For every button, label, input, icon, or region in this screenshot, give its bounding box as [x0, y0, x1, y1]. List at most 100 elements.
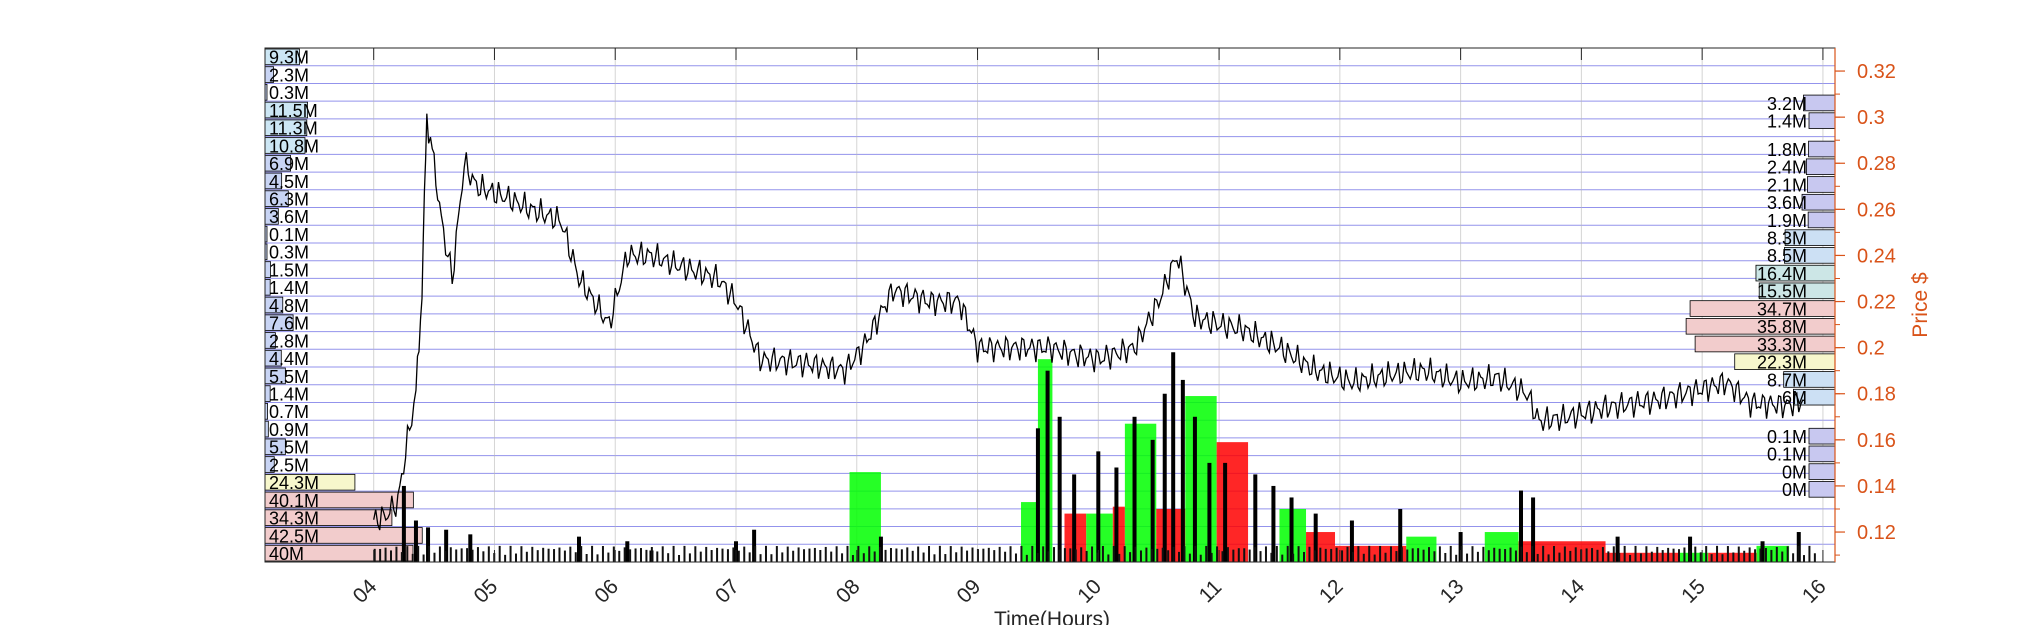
volume-tick [1129, 552, 1132, 562]
volume-tick [1156, 548, 1159, 562]
left-profile-label: 1.4M [269, 278, 309, 298]
left-profile-label: 4.8M [269, 296, 309, 316]
volume-tick [1607, 551, 1610, 562]
volume-tick [1531, 546, 1534, 562]
volume-tick [928, 546, 931, 562]
volume-tick [1183, 546, 1186, 562]
volume-tick [1123, 546, 1126, 562]
volume-spike [1271, 485, 1276, 562]
volume-tick [873, 551, 876, 562]
volume-spike [1531, 497, 1536, 562]
volume-tick [558, 547, 561, 562]
x-tick-label: 04 [349, 575, 382, 608]
volume-tick [1226, 547, 1229, 562]
volume-spike [1162, 393, 1167, 562]
volume-tick [1346, 546, 1349, 562]
volume-tick [1743, 550, 1746, 562]
volume-tick [460, 548, 463, 562]
volume-tick [639, 548, 642, 562]
volume-tick [379, 548, 382, 562]
volume-tick [1341, 550, 1344, 562]
volume-tick [1705, 546, 1708, 562]
volume-tick [1476, 551, 1479, 562]
volume-tick [1150, 548, 1153, 562]
volume-tick [1748, 547, 1751, 562]
volume-tick [1460, 545, 1463, 562]
volume-tick [987, 547, 990, 562]
volume-tick [710, 550, 713, 562]
volume-tick [417, 545, 420, 562]
volume-spike [1223, 462, 1228, 562]
y-tick-label: 0.14 [1857, 476, 1896, 498]
volume-tick [1694, 546, 1697, 562]
volume-tick [960, 546, 963, 562]
volume-tick [1520, 546, 1523, 562]
volume-tick [955, 552, 958, 562]
volume-tick [634, 548, 637, 562]
price-line [373, 113, 1805, 531]
volume-tick [607, 552, 610, 562]
volume-tick [1514, 550, 1517, 562]
volume-tick [1161, 547, 1164, 562]
volume-tick [1482, 546, 1485, 562]
volume-tick [1656, 546, 1659, 562]
volume-tick [384, 547, 387, 562]
volume-tick [726, 549, 729, 562]
volume-tick [906, 547, 909, 562]
volume-bar [1216, 442, 1249, 562]
volume-spike [401, 485, 406, 562]
volume-spike [625, 541, 630, 562]
volume-tick [971, 547, 974, 562]
right-profile-bar [1808, 481, 1836, 498]
volume-tick [868, 546, 871, 562]
volume-tick [471, 549, 474, 562]
volume-tick [373, 548, 376, 562]
x-tick-label: 14 [1556, 575, 1589, 608]
volume-tick [433, 552, 436, 562]
volume-tick [1422, 549, 1425, 562]
volume-tick [1650, 551, 1653, 562]
volume-tick [444, 551, 447, 562]
volume-spike [1057, 416, 1062, 562]
volume-tick [1417, 548, 1420, 562]
volume-tick [1232, 549, 1235, 562]
volume-spike [1207, 462, 1212, 562]
right-profile-label: 3.2M [1767, 94, 1807, 114]
volume-tick [1645, 546, 1648, 562]
volume-tick [1754, 549, 1757, 562]
volume-tick [1091, 546, 1094, 562]
right-profile-label: 0.1M [1767, 445, 1807, 465]
volume-tick [389, 550, 392, 562]
volume-spike [577, 536, 581, 562]
volume-tick [1118, 553, 1121, 562]
volume-spike [1398, 508, 1403, 562]
volume-tick [1324, 548, 1327, 562]
volume-tick [1313, 550, 1316, 562]
volume-tick [618, 550, 621, 562]
left-profile-label: 0.7M [269, 402, 309, 422]
y-tick-label: 0.18 [1857, 384, 1896, 406]
volume-tick [678, 554, 681, 562]
volume-bar [1185, 396, 1217, 562]
y-tick-label: 0.26 [1857, 199, 1896, 221]
volume-spike [1760, 541, 1765, 562]
volume-tick [1433, 551, 1436, 562]
volume-spike [413, 520, 418, 562]
left-profile-label: 42.5M [269, 526, 319, 546]
left-profile-label: 10.8M [269, 136, 319, 156]
volume-tick [743, 546, 746, 562]
volume-tick [1563, 546, 1566, 562]
volume-tick [650, 547, 653, 562]
y-tick-label: 0.22 [1857, 292, 1896, 314]
volume-tick [1612, 546, 1615, 562]
volume-tick [428, 545, 431, 562]
volume-tick [879, 546, 882, 562]
left-profile-label: 0.9M [269, 420, 309, 440]
volume-tick [1797, 545, 1800, 562]
volume-tick [1395, 551, 1398, 562]
volume-tick [1688, 550, 1691, 562]
right-profile-label: 3.6M [1767, 193, 1807, 213]
right-profile-bar [1808, 445, 1836, 463]
volume-tick [1134, 546, 1137, 562]
